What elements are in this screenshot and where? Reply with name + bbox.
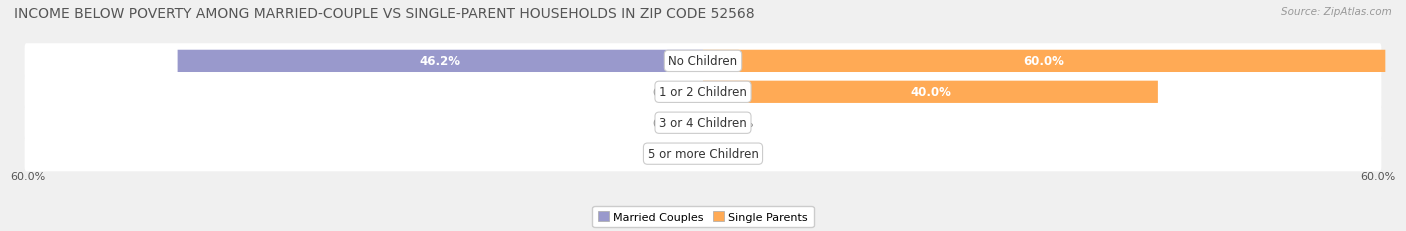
Text: 0.0%: 0.0% <box>652 118 681 128</box>
Text: 0.0%: 0.0% <box>725 118 754 128</box>
FancyBboxPatch shape <box>25 106 1381 141</box>
Text: 0.0%: 0.0% <box>652 149 681 159</box>
Text: 3 or 4 Children: 3 or 4 Children <box>659 117 747 130</box>
Text: 46.2%: 46.2% <box>420 55 461 68</box>
Legend: Married Couples, Single Parents: Married Couples, Single Parents <box>592 206 814 227</box>
Text: 60.0%: 60.0% <box>10 171 45 181</box>
FancyBboxPatch shape <box>177 51 703 73</box>
Text: 60.0%: 60.0% <box>1361 171 1396 181</box>
Text: 40.0%: 40.0% <box>910 86 950 99</box>
FancyBboxPatch shape <box>703 51 1385 73</box>
FancyBboxPatch shape <box>25 137 1381 172</box>
Text: 1 or 2 Children: 1 or 2 Children <box>659 86 747 99</box>
FancyBboxPatch shape <box>25 75 1381 110</box>
Text: 60.0%: 60.0% <box>1024 55 1064 68</box>
Text: 5 or more Children: 5 or more Children <box>648 148 758 161</box>
FancyBboxPatch shape <box>25 44 1381 79</box>
Text: Source: ZipAtlas.com: Source: ZipAtlas.com <box>1281 7 1392 17</box>
FancyBboxPatch shape <box>703 81 1159 103</box>
Text: INCOME BELOW POVERTY AMONG MARRIED-COUPLE VS SINGLE-PARENT HOUSEHOLDS IN ZIP COD: INCOME BELOW POVERTY AMONG MARRIED-COUPL… <box>14 7 755 21</box>
Text: 0.0%: 0.0% <box>652 87 681 97</box>
Text: 0.0%: 0.0% <box>725 149 754 159</box>
Text: No Children: No Children <box>668 55 738 68</box>
